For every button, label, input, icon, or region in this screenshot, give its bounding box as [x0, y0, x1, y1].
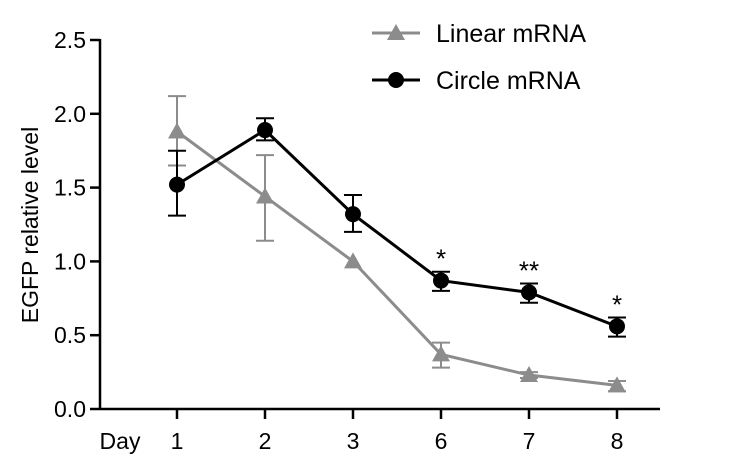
data-point [608, 376, 626, 393]
series-linear-mrna [168, 95, 626, 393]
x-tick-label: 8 [611, 428, 624, 454]
x-tick-label: 1 [171, 428, 184, 454]
y-axis-label: EGFP relative level [17, 127, 43, 323]
y-tick-label: 0.5 [54, 322, 86, 348]
legend-label: Linear mRNA [436, 20, 586, 48]
x-tick-label: 6 [435, 428, 448, 454]
legend-marker [387, 24, 405, 40]
data-point [257, 122, 273, 139]
series-line [176, 130, 618, 387]
x-tick-label: 2 [259, 428, 272, 454]
series-circle-mrna [168, 117, 626, 338]
x-tick-label: 3 [347, 428, 360, 454]
data-point [433, 272, 449, 289]
significance-marker: * [436, 244, 446, 274]
y-tick-label: 1.0 [54, 248, 86, 274]
y-tick-label: 2.5 [54, 27, 86, 53]
data-point [344, 252, 362, 269]
y-tick-label: 0.0 [54, 396, 86, 422]
data-point [521, 284, 537, 301]
y-tick-label: 2.0 [54, 101, 86, 127]
significance-marker: * [612, 289, 622, 319]
legend-label: Circle mRNA [436, 67, 581, 95]
data-point [609, 318, 625, 335]
y-tick-label: 1.5 [54, 175, 86, 201]
data-point [432, 345, 450, 362]
series-line [176, 128, 618, 328]
legend-marker [388, 72, 404, 88]
significance-marker: ** [519, 256, 539, 286]
x-tick-label: 7 [523, 428, 536, 454]
data-point [168, 122, 186, 139]
data-point [520, 366, 538, 383]
x-axis-label: Day [100, 428, 141, 454]
data-point [256, 187, 274, 204]
data-point [169, 176, 185, 193]
data-point [345, 206, 361, 223]
